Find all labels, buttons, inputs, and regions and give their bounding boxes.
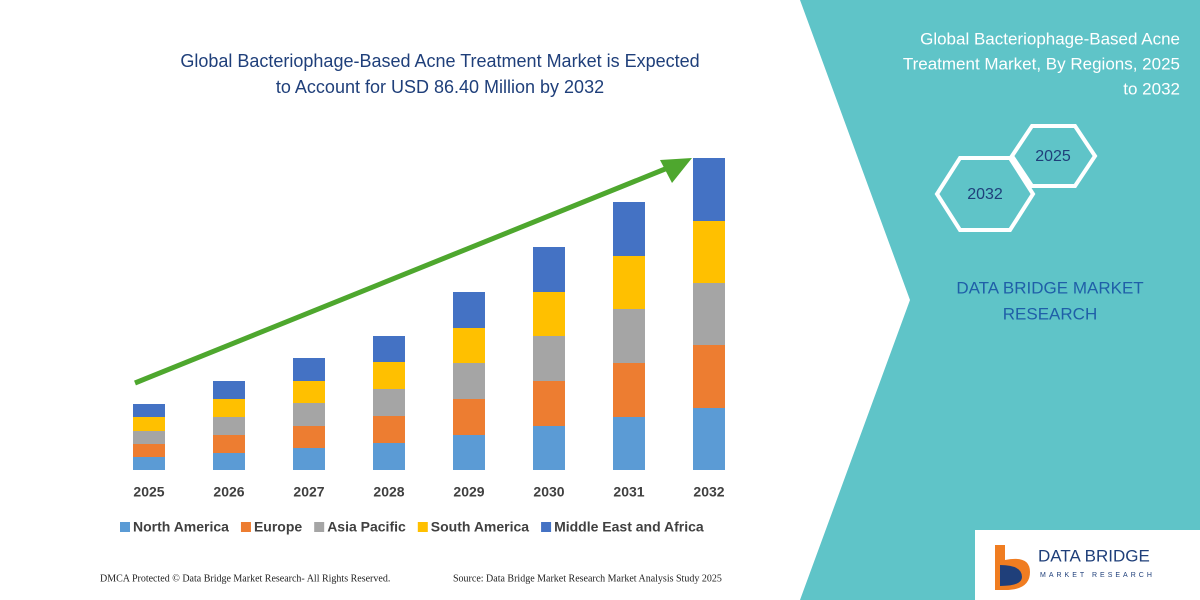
legend-swatch bbox=[417, 522, 428, 532]
logo-tagline: MARKET RESEARCH bbox=[1040, 572, 1155, 579]
bar-segment bbox=[453, 328, 485, 363]
trend-arrow-head bbox=[660, 158, 692, 183]
legend-label: Europe bbox=[254, 519, 302, 535]
hexagon-label: 2032 bbox=[967, 186, 1003, 203]
legend-label: North America bbox=[133, 519, 229, 535]
bar-segment bbox=[373, 416, 405, 443]
legend-swatch bbox=[240, 522, 251, 532]
bar-segment bbox=[373, 336, 405, 362]
hexagon bbox=[934, 156, 1036, 232]
side-title: Treatment Market, By Regions, 2025 bbox=[903, 54, 1180, 73]
bar-segment bbox=[133, 417, 165, 431]
bar-segment bbox=[613, 202, 645, 256]
bar-segment bbox=[613, 309, 645, 363]
x-tick-label: 2027 bbox=[293, 484, 324, 500]
bar-segment bbox=[693, 221, 725, 283]
bar-segment bbox=[693, 283, 725, 345]
brand-text: RESEARCH bbox=[1003, 304, 1097, 323]
chart-title: Global Bacteriophage-Based Acne Treatmen… bbox=[180, 51, 699, 71]
bar-segment bbox=[213, 399, 245, 417]
legend-swatch bbox=[541, 522, 552, 532]
bar-segment bbox=[613, 256, 645, 309]
side-title: Global Bacteriophage-Based Acne bbox=[920, 29, 1180, 48]
legend-label: Middle East and Africa bbox=[554, 519, 704, 535]
chart-title: to Account for USD 86.40 Million by 2032 bbox=[276, 77, 604, 97]
bar-segment bbox=[533, 381, 565, 426]
bar-segment bbox=[133, 457, 165, 470]
bar-segment bbox=[693, 345, 725, 408]
legend-swatch bbox=[120, 522, 130, 532]
bar-segment bbox=[693, 158, 725, 221]
bar-segment bbox=[453, 435, 485, 470]
hexagon bbox=[1009, 124, 1098, 188]
x-tick-label: 2032 bbox=[693, 484, 724, 500]
bar-segment bbox=[213, 381, 245, 399]
bar-segment bbox=[293, 426, 325, 448]
legend-label: Asia Pacific bbox=[327, 519, 406, 535]
logo-mark bbox=[1000, 565, 1022, 586]
bar-segment bbox=[533, 247, 565, 292]
bar-segment bbox=[213, 453, 245, 470]
bar-segment bbox=[293, 358, 325, 381]
bar-segment bbox=[533, 426, 565, 470]
x-tick-label: 2028 bbox=[373, 484, 404, 500]
bar-segment bbox=[133, 444, 165, 457]
side-panel bbox=[800, 0, 1200, 600]
x-tick-label: 2031 bbox=[613, 484, 644, 500]
bar-segment bbox=[373, 362, 405, 389]
bar-segment bbox=[533, 292, 565, 336]
plot: 2025 2026 2027 2028 2029 2030 2031 2032 North Am… bbox=[120, 158, 725, 535]
bar-segment bbox=[213, 435, 245, 453]
bar-segment bbox=[693, 408, 725, 470]
x-tick-label: 2026 bbox=[213, 484, 244, 500]
bar-segment bbox=[533, 336, 565, 381]
legend-swatch bbox=[314, 522, 325, 532]
side-title: to 2032 bbox=[1123, 79, 1180, 98]
bar-segment bbox=[453, 292, 485, 328]
footer-right: Source: Data Bridge Market Research Mark… bbox=[453, 573, 722, 584]
x-tick-label: 2025 bbox=[133, 484, 164, 500]
brand-text: DATA BRIDGE MARKET bbox=[956, 278, 1143, 297]
footer-left: DMCA Protected © Data Bridge Market Rese… bbox=[100, 573, 390, 584]
bar-segment bbox=[293, 381, 325, 403]
bar-segment bbox=[373, 389, 405, 416]
bar-segment bbox=[453, 363, 485, 399]
legend-label: South America bbox=[431, 519, 529, 535]
bar-segment bbox=[133, 404, 165, 417]
bar-segment bbox=[133, 431, 165, 444]
hexagon-label: 2025 bbox=[1035, 148, 1071, 165]
bar-segment bbox=[453, 399, 485, 435]
logo-name: DATA BRIDGE bbox=[1038, 546, 1150, 565]
bar-segment bbox=[613, 363, 645, 417]
x-tick-label: 2029 bbox=[453, 484, 484, 500]
bar-segment bbox=[213, 417, 245, 435]
bar-segment bbox=[613, 417, 645, 470]
bar-segment bbox=[373, 443, 405, 470]
bar-segment bbox=[293, 448, 325, 470]
bar-segment bbox=[293, 403, 325, 426]
trend-arrow bbox=[134, 162, 676, 386]
x-tick-label: 2030 bbox=[533, 484, 564, 500]
